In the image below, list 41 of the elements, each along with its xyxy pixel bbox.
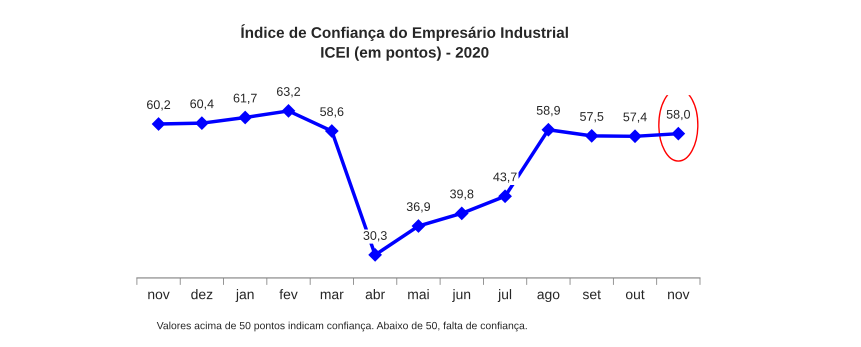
data-label: 58,0 — [666, 110, 690, 120]
data-label: 39,8 — [450, 190, 474, 200]
x-tick-label: ago — [537, 292, 560, 302]
x-tick-label: set — [582, 290, 601, 300]
point — [152, 117, 166, 131]
text: Valores acima de 50 pontos indicam confiança. Abaixo de 50, falta de confiança. — [156, 322, 527, 332]
point — [628, 130, 642, 143]
x-tick-label: jan — [236, 289, 254, 302]
data-label: 57,5 — [580, 112, 604, 122]
point — [672, 127, 685, 140]
x-tick-label: jun — [452, 289, 470, 302]
point — [195, 116, 208, 130]
x-tick-label: nov — [148, 292, 170, 300]
data-label: 63,2 — [276, 87, 300, 98]
point — [455, 206, 468, 220]
x-tick-label: fev — [279, 289, 298, 300]
data-label: 58,9 — [536, 106, 560, 116]
data-label: 36,9 — [406, 202, 430, 213]
point — [585, 129, 598, 142]
x-tick-label: nov — [668, 292, 690, 300]
data-label: 58,6 — [320, 107, 344, 118]
data-label: 30,3 — [363, 231, 387, 242]
x-tick-label: mai — [408, 289, 429, 300]
data-label: 57,4 — [623, 112, 647, 123]
x-tick-label: abr — [366, 289, 385, 300]
point — [368, 248, 382, 262]
point — [238, 110, 252, 124]
x-tick-label: mar — [320, 292, 344, 300]
point — [498, 190, 512, 203]
point — [282, 104, 296, 118]
chart-title: Índice de Confiança do Empresário Industrial ICEI (em pontos) - 2020 — [241, 24, 568, 61]
point — [542, 123, 555, 136]
data-label: 61,7 — [234, 94, 257, 104]
x-tick-label: jul — [498, 289, 512, 302]
x-tick-label: dez — [191, 289, 212, 300]
x-tick-label: out — [626, 290, 645, 300]
data-label: 60,4 — [190, 99, 214, 110]
data-label: 60,2 — [147, 100, 170, 111]
data-label: 43,7 — [493, 172, 517, 183]
point — [412, 219, 426, 233]
point — [325, 124, 338, 138]
